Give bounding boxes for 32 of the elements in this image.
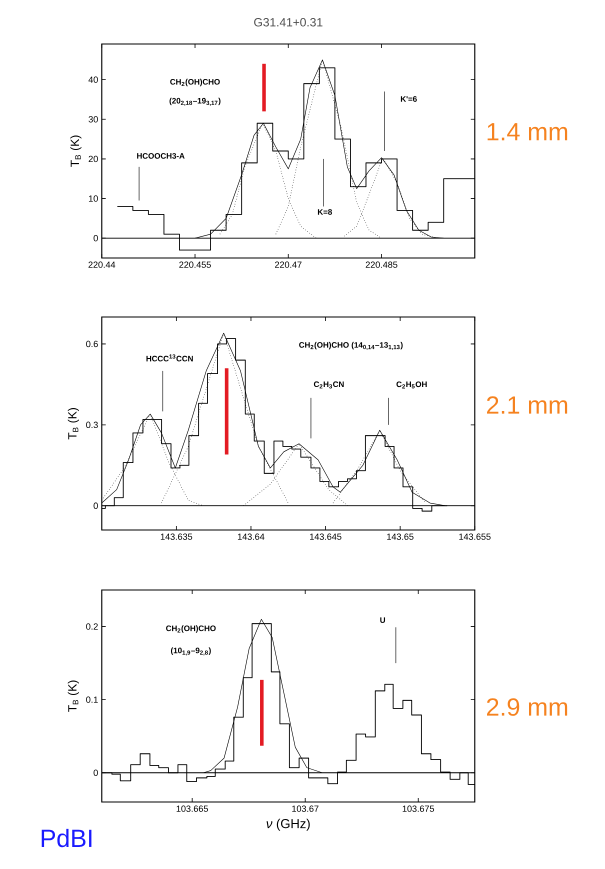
y-tick-label: 0.6 — [86, 340, 98, 348]
y-tick-label: 0 — [94, 770, 98, 776]
y-axis-title: T$_{B}$ (K) — [70, 136, 82, 167]
x-tick-label: 220.455 — [179, 262, 211, 268]
y-tick-label: 40 — [88, 76, 98, 83]
text: PdBI — [42, 828, 92, 848]
y-tick-label: 0 — [94, 235, 98, 242]
x-tick-label: 143.655 — [459, 534, 491, 540]
text: 2.9 mm — [487, 698, 568, 716]
x-tick-label: 220.485 — [366, 262, 398, 268]
x-tick-label: 103.675 — [402, 806, 434, 812]
x-axis-title: ν (GHz) — [266, 818, 310, 831]
y-tick-label: 30 — [88, 116, 98, 122]
y-tick-label: 0.1 — [86, 696, 98, 703]
y-axis-title: T$_{B}$ (K) — [68, 408, 80, 440]
x-tick-label: 143.635 — [160, 534, 192, 540]
x-tick-label: 220.47 — [275, 262, 302, 268]
x-tick-label: 143.64 — [238, 534, 265, 540]
y-tick-label: 0.2 — [86, 623, 98, 630]
x-tick-label: 103.665 — [176, 806, 208, 812]
text: 2.1 mm — [487, 396, 568, 414]
y-tick-label: 10 — [89, 195, 98, 202]
chart-title: G31.41+0.31 — [254, 18, 323, 26]
x-tick-label: 143.65 — [387, 534, 414, 540]
x-tick-label: 220.44 — [88, 262, 116, 268]
y-tick-label: 0.3 — [86, 422, 98, 428]
text: 1.4 mm — [488, 123, 568, 140]
y-tick-label: 0 — [94, 502, 98, 509]
x-tick-label: 103.67 — [292, 806, 319, 812]
y-axis-title: T$_{B}$ (K) — [68, 680, 80, 712]
x-tick-label: 143.645 — [310, 534, 342, 540]
y-tick-label: 20 — [88, 156, 98, 162]
